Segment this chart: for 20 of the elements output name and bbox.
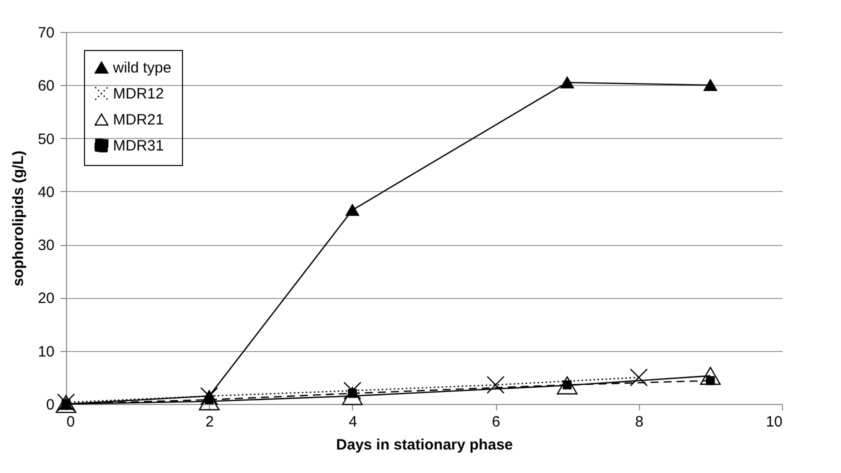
y-tick-label: 0 <box>46 396 54 414</box>
y-tick-label: 60 <box>38 78 54 95</box>
x-axis-title: Days in stationary phase <box>336 436 513 454</box>
x-tick-label: 8 <box>635 414 644 430</box>
y-tick-label: 30 <box>38 237 54 254</box>
x-tick-label: 6 <box>492 414 500 430</box>
legend-label: MDR21 <box>113 112 164 128</box>
y-tick-label: 50 <box>38 130 54 148</box>
legend-label: wild type <box>112 60 172 76</box>
y-axis-title: sophorolipids (g/L) <box>10 150 27 286</box>
y-tick-label: 20 <box>38 290 54 308</box>
x-tick-label: 4 <box>348 414 358 430</box>
legend-label: MDR31 <box>113 138 164 154</box>
x-tick-label: 0 <box>66 414 75 430</box>
y-tick-label: 10 <box>38 343 54 360</box>
y-tick-label: 70 <box>38 24 54 42</box>
y-tick-label: 40 <box>38 184 54 201</box>
x-tick-label: 2 <box>206 414 214 430</box>
x-tick-label: 10 <box>766 414 782 430</box>
legend-label: MDR12 <box>113 86 164 102</box>
